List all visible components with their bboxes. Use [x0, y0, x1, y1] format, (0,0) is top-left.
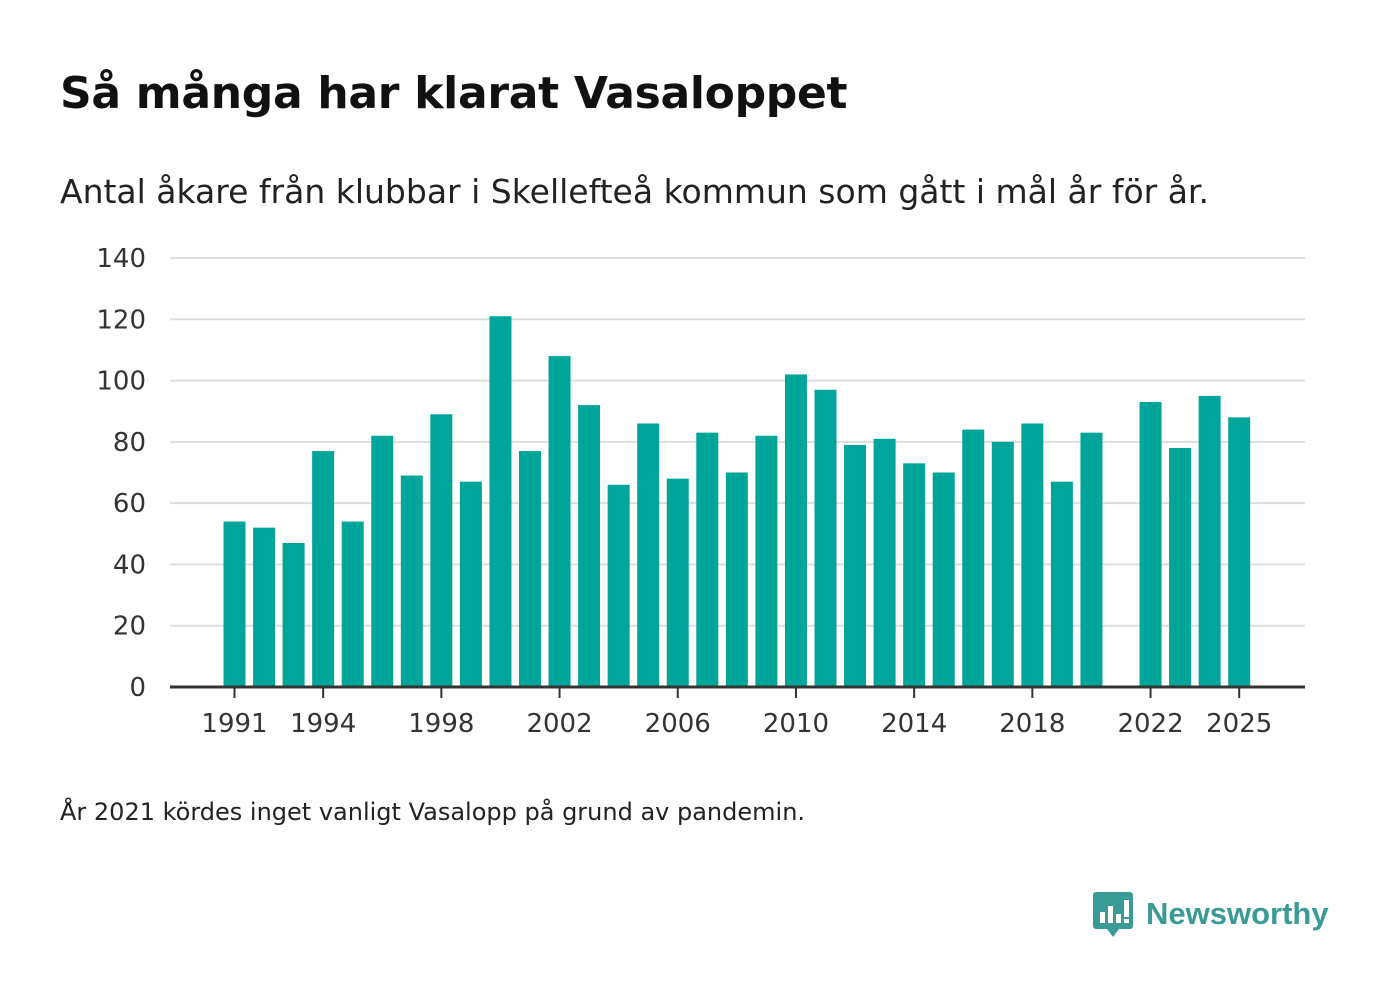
x-tick-label: 2010	[763, 709, 829, 739]
brand-name: Newsworthy	[1146, 896, 1329, 931]
bar-1991	[223, 521, 246, 687]
bar-2004	[607, 484, 630, 687]
x-tick-label: 1991	[201, 709, 267, 739]
bar-2017	[991, 441, 1014, 687]
bar-2019	[1050, 481, 1073, 687]
y-tick-label: 60	[113, 489, 146, 519]
bar-chart: 0 20 40 60 80 100 120 140 1991 1994 1998 2002 2006 20…	[96, 244, 1305, 739]
y-tick-label: 140	[96, 244, 146, 274]
y-tick-label: 0	[129, 673, 146, 703]
bar-2023	[1169, 447, 1192, 687]
bar-1997	[400, 475, 423, 687]
bar-2007	[696, 432, 719, 687]
bar-2001	[519, 451, 541, 687]
bar-2008	[725, 472, 748, 687]
bar-2025	[1228, 417, 1251, 687]
bar-2012	[844, 444, 867, 687]
bar-2016	[962, 429, 985, 687]
bar-2010	[784, 374, 807, 687]
x-tick-label: 2002	[526, 709, 592, 739]
bar-2002	[548, 356, 571, 687]
bar-2015	[932, 472, 955, 687]
y-tick-label: 40	[113, 550, 146, 580]
x-tick-label: 1998	[408, 709, 474, 739]
bar-2018	[1021, 423, 1044, 687]
bar-1993	[282, 542, 305, 687]
x-tick-label: 2006	[645, 709, 711, 739]
bar-2003	[578, 405, 601, 687]
bar-2009	[755, 435, 778, 687]
axes: 0 20 40 60 80 100 120 140 1991 1994 1998 2002 2006 20…	[96, 244, 1305, 739]
bar-1999	[459, 481, 482, 687]
bar-2020	[1080, 432, 1103, 687]
x-tick-label: 2014	[881, 709, 947, 739]
bar-1996	[371, 435, 394, 687]
bar-2006	[666, 478, 689, 687]
y-tick-label: 20	[113, 612, 146, 642]
bar-2000	[489, 316, 512, 687]
footnote: År 2021 kördes inget vanligt Vasalopp på…	[60, 798, 806, 826]
bar-2024	[1198, 395, 1221, 687]
bars	[223, 316, 1251, 687]
y-tick-label: 80	[113, 428, 146, 458]
bar-2014	[903, 463, 926, 687]
x-tick-label: 2022	[1117, 709, 1183, 739]
bar-2005	[637, 423, 660, 687]
brand-logo[interactable]: Newsworthy	[1092, 890, 1329, 938]
x-tick-label: 2025	[1206, 709, 1272, 739]
bar-1992	[253, 527, 276, 687]
chart-subtitle: Antal åkare från klubbar i Skellefteå ko…	[60, 172, 1209, 211]
bar-1998	[430, 414, 453, 687]
y-tick-label: 100	[96, 367, 146, 397]
newsworthy-logo-icon	[1093, 892, 1133, 937]
x-tick-label: 1994	[290, 709, 356, 739]
y-tick-label: 120	[96, 305, 146, 335]
bar-1994	[312, 451, 335, 687]
chart-title: Så många har klarat Vasaloppet	[60, 68, 848, 119]
bar-2013	[873, 438, 896, 687]
bar-2022	[1139, 402, 1162, 687]
bar-1995	[341, 521, 364, 687]
bar-2011	[814, 389, 837, 687]
x-tick-label: 2018	[999, 709, 1065, 739]
